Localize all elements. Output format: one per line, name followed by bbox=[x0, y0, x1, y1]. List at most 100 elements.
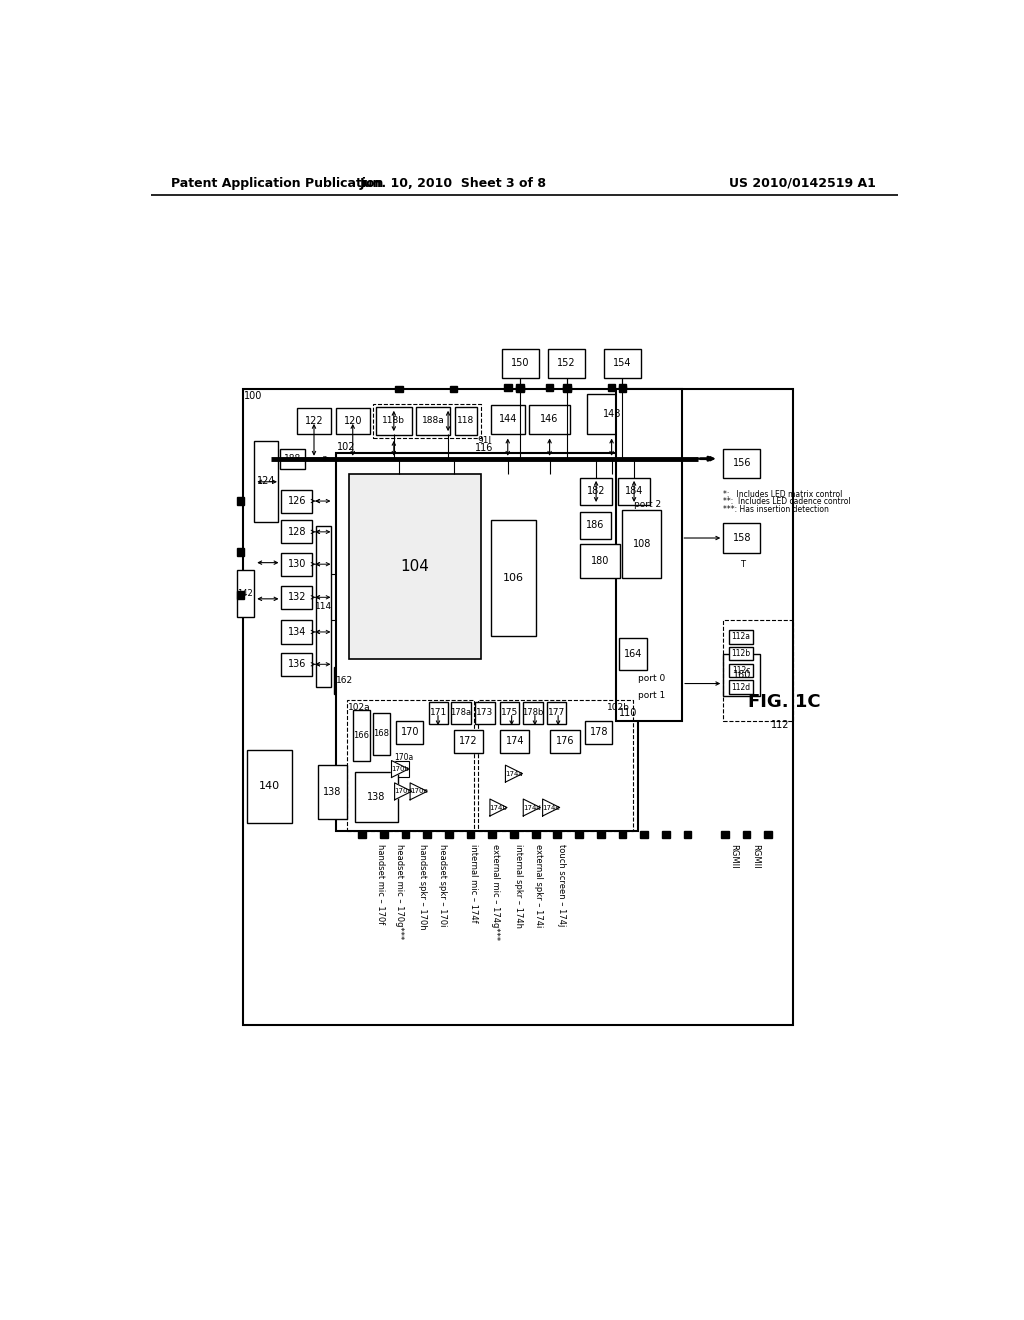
Text: headset spkr – 170i: headset spkr – 170i bbox=[438, 843, 447, 927]
Bar bbox=[500, 730, 529, 752]
Text: internal spkr – 174h: internal spkr – 174h bbox=[514, 843, 523, 928]
Text: Patent Application Publication: Patent Application Publication bbox=[171, 177, 383, 190]
Text: 112c: 112c bbox=[732, 667, 751, 675]
Text: 128: 128 bbox=[288, 527, 306, 537]
Bar bbox=[580, 544, 621, 578]
Text: port 0: port 0 bbox=[638, 673, 666, 682]
Bar bbox=[317, 766, 347, 818]
Text: 158: 158 bbox=[732, 533, 751, 543]
Bar bbox=[282, 620, 312, 644]
Text: 136: 136 bbox=[288, 659, 306, 669]
Text: *:   Includes LED matrix control: *: Includes LED matrix control bbox=[723, 490, 843, 499]
Polygon shape bbox=[543, 799, 560, 816]
Bar bbox=[373, 713, 390, 755]
Bar bbox=[723, 524, 761, 553]
Polygon shape bbox=[506, 766, 522, 781]
Text: 102a: 102a bbox=[348, 702, 371, 711]
Bar bbox=[336, 453, 638, 830]
Text: external mic – 174g***: external mic – 174g*** bbox=[490, 843, 500, 940]
Text: internal mic – 174f: internal mic – 174f bbox=[469, 843, 478, 923]
Text: 178: 178 bbox=[590, 727, 608, 737]
Bar bbox=[607, 384, 615, 391]
Text: 104: 104 bbox=[400, 558, 429, 574]
Bar bbox=[529, 405, 569, 434]
Bar bbox=[516, 385, 524, 392]
Text: 130: 130 bbox=[288, 560, 306, 569]
Bar bbox=[604, 348, 641, 378]
Text: 175: 175 bbox=[501, 709, 518, 717]
Bar bbox=[617, 478, 650, 506]
Bar bbox=[620, 638, 647, 671]
Bar bbox=[684, 830, 691, 838]
Text: 166: 166 bbox=[353, 731, 370, 741]
Text: 91l: 91l bbox=[477, 436, 492, 445]
Text: 174a: 174a bbox=[505, 771, 523, 776]
Bar bbox=[500, 702, 519, 723]
Bar bbox=[616, 389, 682, 721]
Bar bbox=[490, 405, 524, 434]
Bar bbox=[548, 348, 586, 378]
Bar bbox=[254, 441, 278, 521]
Text: 120: 120 bbox=[343, 416, 362, 426]
Text: 160: 160 bbox=[732, 669, 751, 680]
Bar bbox=[237, 570, 254, 616]
Text: 182: 182 bbox=[587, 487, 605, 496]
Text: 144: 144 bbox=[499, 414, 517, 425]
Text: 126: 126 bbox=[288, 496, 306, 506]
Text: 116: 116 bbox=[475, 442, 494, 453]
Bar bbox=[282, 490, 312, 512]
Bar bbox=[546, 384, 554, 391]
Bar bbox=[504, 384, 512, 391]
Bar bbox=[243, 389, 793, 1024]
Bar bbox=[547, 702, 566, 723]
Bar bbox=[580, 512, 611, 539]
Text: 124: 124 bbox=[257, 477, 275, 486]
Bar bbox=[401, 830, 410, 838]
Bar bbox=[336, 408, 370, 434]
Bar bbox=[516, 384, 524, 391]
Bar bbox=[282, 553, 312, 576]
Text: 102: 102 bbox=[337, 442, 355, 451]
Text: US 2010/0142519 A1: US 2010/0142519 A1 bbox=[729, 177, 876, 190]
Text: 176: 176 bbox=[556, 737, 574, 746]
Text: 168: 168 bbox=[374, 730, 389, 738]
Text: 180: 180 bbox=[591, 556, 609, 566]
Bar bbox=[729, 681, 754, 694]
Text: headset mic – 170g***: headset mic – 170g*** bbox=[394, 843, 403, 939]
Text: 108: 108 bbox=[633, 539, 651, 549]
Text: 188a: 188a bbox=[422, 417, 444, 425]
Text: 134: 134 bbox=[288, 627, 306, 638]
Text: port 1: port 1 bbox=[638, 690, 666, 700]
Bar bbox=[618, 830, 627, 838]
Text: Jun. 10, 2010  Sheet 3 of 8: Jun. 10, 2010 Sheet 3 of 8 bbox=[360, 177, 547, 190]
Text: 177: 177 bbox=[548, 709, 565, 717]
Bar bbox=[729, 664, 754, 677]
Bar bbox=[662, 830, 670, 838]
Bar bbox=[237, 498, 245, 506]
Bar bbox=[510, 830, 518, 838]
Text: 122: 122 bbox=[305, 416, 324, 426]
Bar bbox=[237, 591, 245, 599]
Text: 174e: 174e bbox=[543, 804, 560, 810]
Bar bbox=[352, 710, 370, 760]
Bar bbox=[282, 653, 312, 676]
Bar bbox=[237, 548, 245, 556]
Bar bbox=[618, 385, 627, 392]
Bar bbox=[723, 620, 793, 721]
Text: handset mic – 170f: handset mic – 170f bbox=[376, 843, 385, 924]
Text: 102b: 102b bbox=[607, 702, 630, 711]
Text: 164: 164 bbox=[624, 649, 642, 659]
Bar bbox=[445, 830, 453, 838]
Polygon shape bbox=[391, 760, 409, 777]
Bar bbox=[247, 750, 292, 822]
Bar bbox=[721, 830, 729, 838]
Text: RGMII: RGMII bbox=[751, 843, 760, 869]
Text: ***: Has insertion detection: ***: Has insertion detection bbox=[723, 506, 829, 513]
Text: 162: 162 bbox=[336, 676, 353, 685]
Text: 174: 174 bbox=[506, 737, 524, 746]
Text: 112a: 112a bbox=[731, 632, 751, 642]
Bar bbox=[478, 700, 633, 830]
Text: 174b: 174b bbox=[489, 804, 507, 810]
Text: 178b: 178b bbox=[522, 709, 544, 717]
Bar bbox=[554, 830, 561, 838]
